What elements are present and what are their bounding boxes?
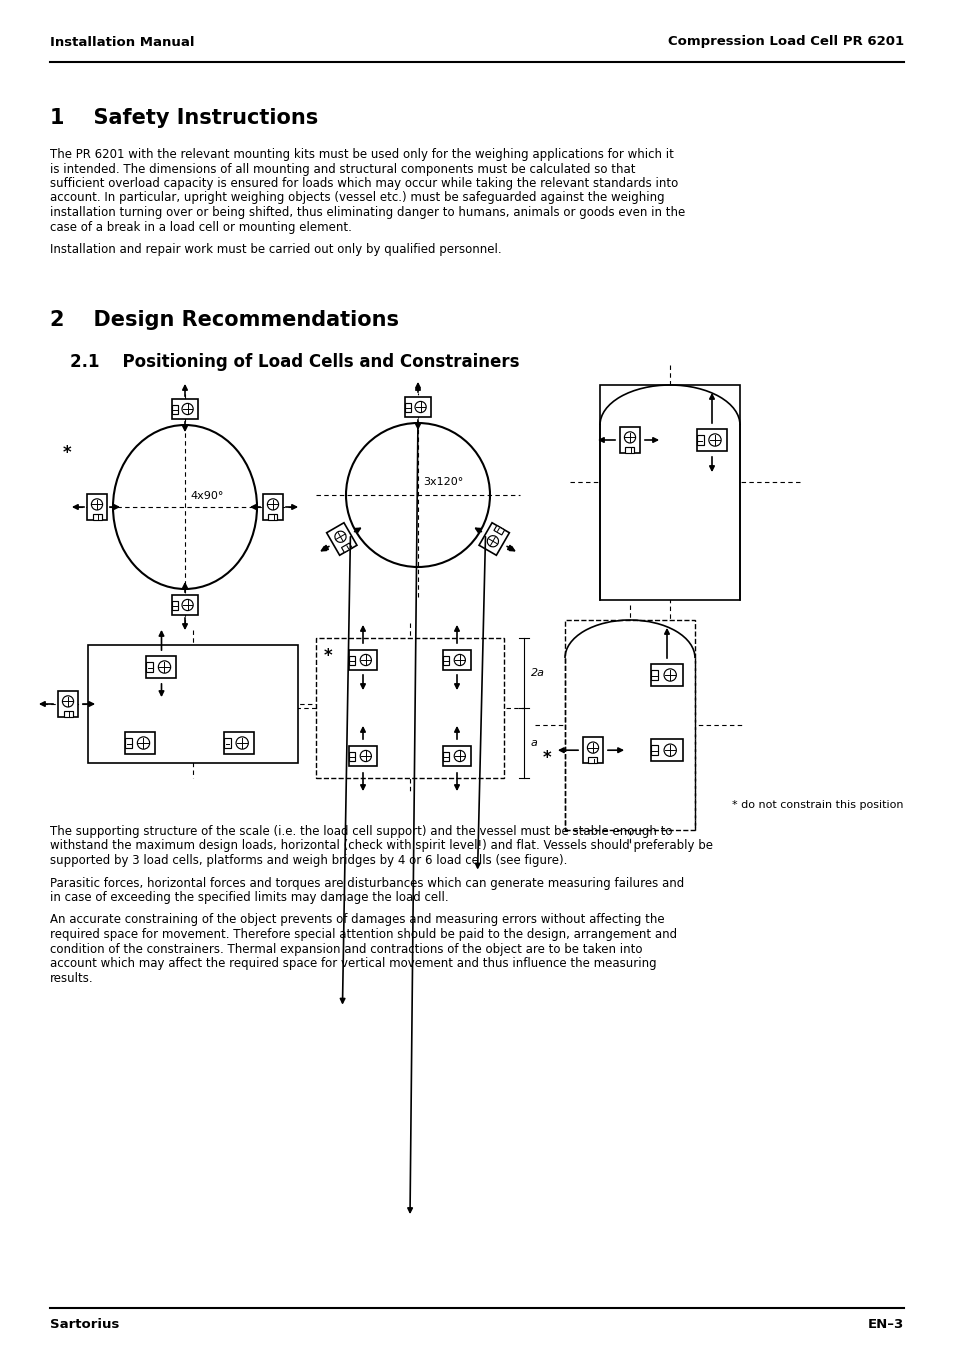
Bar (625, 447, 634, 454)
Circle shape (267, 498, 278, 510)
Text: a: a (531, 738, 537, 748)
Circle shape (91, 498, 103, 510)
Bar (494, 525, 504, 535)
Bar (224, 732, 253, 755)
Bar (349, 752, 355, 760)
Text: 2a: 2a (531, 668, 544, 678)
Bar (88, 645, 297, 763)
Circle shape (708, 433, 720, 446)
Text: The PR 6201 with the relevant mounting kits must be used only for the weighing a: The PR 6201 with the relevant mounting k… (50, 148, 673, 161)
Bar (172, 601, 177, 609)
Bar (172, 595, 198, 616)
Bar (564, 620, 695, 830)
Circle shape (663, 744, 676, 756)
Text: account. In particular, upright weighing objects (vessel etc.) must be safeguard: account. In particular, upright weighing… (50, 192, 664, 204)
Bar (224, 738, 231, 748)
Bar (619, 427, 639, 454)
Text: withstand the maximum design loads, horizontal (check with spirit level!) and fl: withstand the maximum design loads, hori… (50, 840, 712, 852)
Bar (58, 691, 78, 717)
Circle shape (360, 751, 371, 761)
Bar (650, 740, 682, 761)
Bar (650, 670, 658, 680)
Circle shape (137, 737, 150, 749)
Bar (87, 494, 107, 520)
Text: *: * (542, 749, 551, 767)
Text: Compression Load Cell PR 6201: Compression Load Cell PR 6201 (667, 35, 903, 49)
Bar (405, 402, 411, 412)
Text: *: * (63, 444, 71, 462)
Bar (650, 745, 658, 755)
Bar (599, 385, 740, 599)
Text: 1    Safety Instructions: 1 Safety Instructions (50, 108, 318, 128)
Text: 3x120°: 3x120° (422, 477, 463, 487)
Circle shape (454, 751, 465, 761)
Circle shape (182, 404, 193, 414)
Text: Installation Manual: Installation Manual (50, 35, 194, 49)
Bar (442, 656, 449, 664)
Text: EN–3: EN–3 (867, 1319, 903, 1331)
Circle shape (158, 662, 171, 674)
Text: sufficient overload capacity is ensured for loads which may occur while taking t: sufficient overload capacity is ensured … (50, 177, 678, 190)
Bar (349, 649, 376, 670)
Circle shape (487, 536, 498, 547)
Text: 2.1    Positioning of Load Cells and Constrainers: 2.1 Positioning of Load Cells and Constr… (70, 352, 519, 371)
Bar (263, 494, 283, 520)
Bar (126, 738, 132, 748)
Bar (349, 747, 376, 765)
Bar (64, 711, 72, 717)
Circle shape (335, 531, 346, 543)
Bar (478, 522, 509, 555)
Text: results.: results. (50, 972, 93, 984)
Bar (326, 522, 356, 555)
Text: 4x90°: 4x90° (190, 491, 223, 501)
Bar (697, 429, 726, 451)
Bar (172, 400, 198, 418)
Bar (650, 664, 682, 686)
Bar (582, 737, 602, 763)
Bar (349, 656, 355, 664)
Text: required space for movement. Therefore special attention should be paid to the d: required space for movement. Therefore s… (50, 927, 677, 941)
Bar (92, 514, 101, 520)
Bar (147, 662, 152, 672)
Text: account which may affect the required space for vertical movement and thus influ: account which may affect the required sp… (50, 957, 656, 971)
Text: is intended. The dimensions of all mounting and structural components must be ca: is intended. The dimensions of all mount… (50, 162, 635, 176)
Circle shape (454, 655, 465, 666)
Bar (172, 405, 177, 413)
Circle shape (415, 401, 426, 413)
Circle shape (587, 743, 598, 753)
Text: 2    Design Recommendations: 2 Design Recommendations (50, 310, 398, 329)
Text: in case of exceeding the specified limits may damage the load cell.: in case of exceeding the specified limit… (50, 891, 448, 904)
Circle shape (235, 737, 248, 749)
Text: Parasitic forces, horizontal forces and torques are disturbances which can gener: Parasitic forces, horizontal forces and … (50, 876, 683, 890)
Bar (442, 747, 471, 765)
Circle shape (182, 599, 193, 610)
Text: supported by 3 load cells, platforms and weigh bridges by 4 or 6 load cells (see: supported by 3 load cells, platforms and… (50, 855, 567, 867)
Bar (341, 543, 352, 552)
Circle shape (624, 432, 635, 443)
Text: An accurate constraining of the object prevents of damages and measuring errors : An accurate constraining of the object p… (50, 914, 664, 926)
Text: installation turning over or being shifted, thus eliminating danger to humans, a: installation turning over or being shift… (50, 207, 684, 219)
Text: The supporting structure of the scale (i.e. the load cell support) and the vesse: The supporting structure of the scale (i… (50, 825, 672, 838)
Circle shape (360, 655, 371, 666)
Bar (588, 757, 597, 763)
Bar (268, 514, 277, 520)
Bar (315, 639, 503, 778)
Bar (126, 732, 155, 755)
Text: Installation and repair work must be carried out only by qualified personnel.: Installation and repair work must be car… (50, 243, 501, 256)
Bar (442, 649, 471, 670)
Bar (697, 435, 703, 446)
Text: case of a break in a load cell or mounting element.: case of a break in a load cell or mounti… (50, 220, 352, 234)
Circle shape (62, 695, 73, 707)
Text: condition of the constrainers. Thermal expansion and contractions of the object : condition of the constrainers. Thermal e… (50, 942, 641, 956)
Circle shape (663, 668, 676, 682)
Bar (147, 656, 176, 678)
Bar (405, 397, 431, 417)
Text: Sartorius: Sartorius (50, 1319, 119, 1331)
Text: *: * (324, 647, 333, 666)
Bar (442, 752, 449, 760)
Text: * do not constrain this position: * do not constrain this position (732, 801, 903, 810)
